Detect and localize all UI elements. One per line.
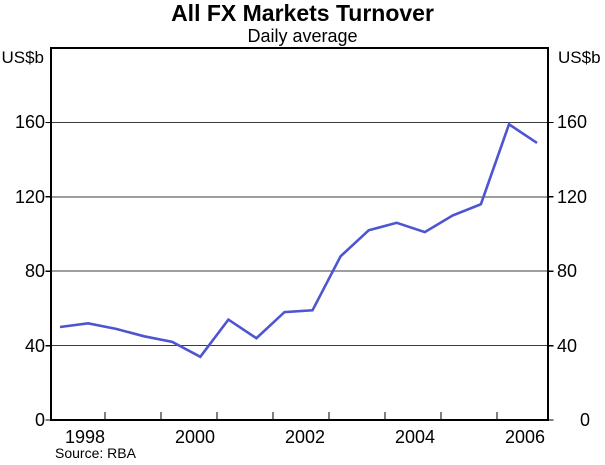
- chart-subtitle: Daily average: [247, 26, 358, 46]
- y-tick-label-right: 160: [557, 112, 588, 133]
- source-note: Source: RBA: [55, 445, 136, 461]
- y-tick-label-left: 40: [24, 335, 45, 356]
- y-tick-label-left: 120: [14, 186, 45, 207]
- y-tick-label-right: 40: [557, 335, 578, 356]
- chart-title: All FX Markets Turnover: [171, 0, 434, 26]
- x-tick-label: 2006: [504, 427, 546, 447]
- turnover-line: [59, 122, 538, 359]
- y-tick-label-right: 120: [557, 186, 588, 207]
- y-tick-label-right: 0: [580, 410, 591, 430]
- x-tick-label: 2000: [174, 427, 216, 447]
- x-tick-label: 2002: [284, 427, 326, 447]
- y-tick-label-left: 0: [34, 410, 45, 430]
- x-tick-label: 1998: [64, 427, 106, 447]
- y-tick-label-left: 80: [24, 261, 45, 282]
- x-tick-label: 2004: [394, 427, 436, 447]
- y-axis-unit-left: US$b: [1, 48, 44, 67]
- y-tick-label-left: 160: [14, 112, 45, 133]
- y-axis-unit-right: US$b: [558, 48, 601, 67]
- y-tick-label-right: 80: [557, 261, 578, 282]
